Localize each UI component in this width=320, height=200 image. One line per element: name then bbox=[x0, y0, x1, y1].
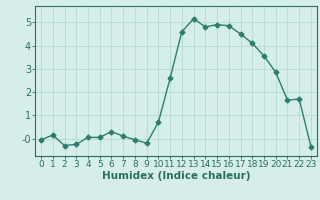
X-axis label: Humidex (Indice chaleur): Humidex (Indice chaleur) bbox=[102, 171, 250, 181]
